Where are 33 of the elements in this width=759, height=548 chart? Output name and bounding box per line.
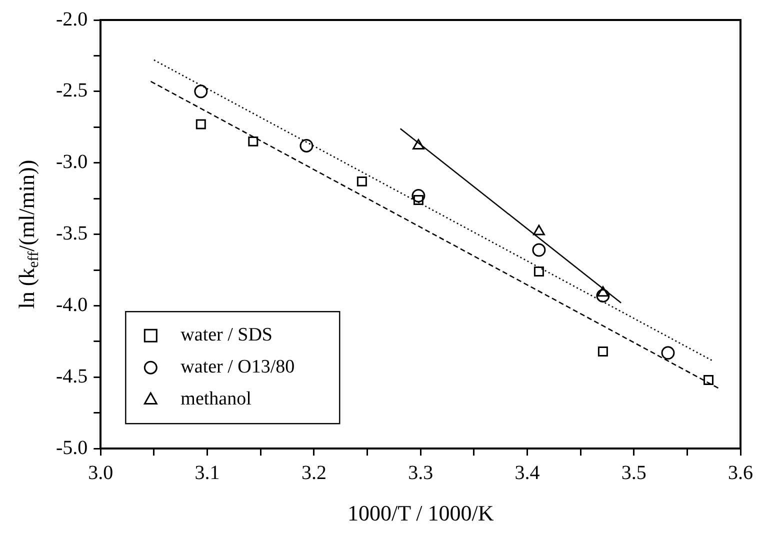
y-tick-label: -3.0 [56, 151, 88, 174]
x-tick-label: 3.2 [301, 462, 326, 484]
point [598, 346, 608, 356]
point [248, 136, 258, 146]
point [532, 243, 546, 257]
legend-label: methanol [180, 388, 252, 410]
x-tick-label: 3.3 [408, 462, 434, 484]
point [704, 375, 714, 386]
point [196, 119, 206, 130]
point [661, 346, 675, 360]
point [534, 266, 544, 276]
y-tick-label: -5.0 [56, 436, 88, 459]
point [596, 288, 610, 302]
x-axis-title: 1000/T / 1000/K [347, 500, 494, 526]
y-tick-label: -3.5 [56, 222, 88, 245]
point [412, 188, 426, 202]
y-tick-label: -4.5 [56, 365, 88, 388]
point [596, 286, 609, 297]
x-tick-label: 3.1 [194, 462, 220, 484]
point [194, 84, 208, 98]
x-tick-label: 3.0 [88, 462, 114, 484]
point [300, 138, 314, 152]
y-tick-label: -2.0 [56, 8, 88, 30]
point [356, 176, 367, 186]
x-tick-label: 3.5 [621, 462, 646, 484]
x-tick-label: 3.4 [514, 462, 540, 484]
legend-label: water / SDS [180, 324, 272, 346]
x-tick-label: 3.6 [728, 462, 753, 484]
y-tick-label: -4.0 [56, 294, 88, 316]
point [533, 224, 545, 236]
y-tick-label: -2.5 [56, 80, 88, 102]
y-axis-title: ln (keff/(ml/min)) [14, 160, 42, 309]
legend-label: water / O13/80 [180, 356, 295, 378]
